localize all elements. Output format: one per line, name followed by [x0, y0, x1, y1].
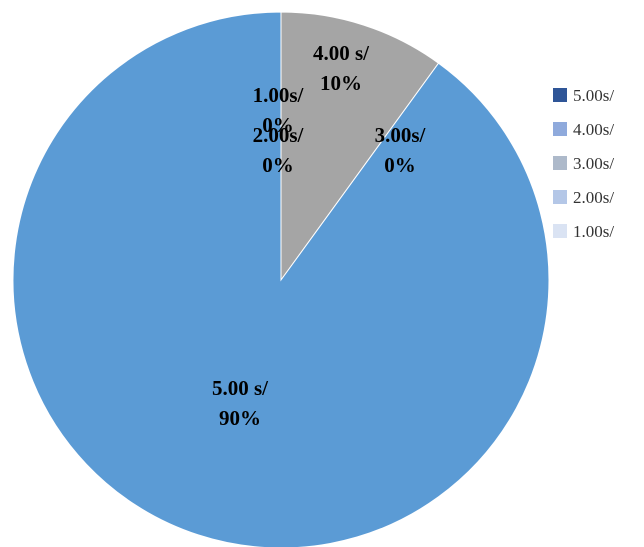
legend-swatch — [553, 224, 567, 238]
legend-label: 2.00s/ — [573, 188, 614, 207]
pie-data-labels: 5.00 s/90%4.00 s/10%3.00s/0%2.00s/0%1.00… — [212, 41, 427, 430]
data-label-name: 2.00s/ — [253, 123, 305, 147]
pie-slice-4-00-s — [280, 11, 440, 282]
data-label-name: 3.00s/ — [375, 123, 427, 147]
data-label-1-00s: 1.00s/0% — [253, 83, 305, 137]
legend-swatch — [553, 190, 567, 204]
data-label-3-00s: 3.00s/0% — [375, 123, 427, 177]
legend-item-1-00s: 1.00s/ — [553, 222, 614, 241]
data-label-percent: 0% — [384, 153, 416, 177]
data-label-name: 1.00s/ — [253, 83, 305, 107]
data-label-percent: 0% — [262, 113, 294, 137]
legend-swatch — [553, 88, 567, 102]
data-label-4-00-s: 4.00 s/10% — [313, 41, 370, 95]
legend-item-2-00s: 2.00s/ — [553, 188, 614, 207]
legend-label: 1.00s/ — [573, 222, 614, 241]
legend-swatch — [553, 156, 567, 170]
data-label-5-00-s: 5.00 s/90% — [212, 376, 269, 430]
data-label-percent: 10% — [320, 71, 362, 95]
legend-item-4-00s: 4.00s/ — [553, 120, 614, 139]
legend-item-5-00s: 5.00s/ — [553, 86, 614, 105]
legend: 5.00s/4.00s/3.00s/2.00s/1.00s/ — [553, 86, 614, 241]
data-label-name: 5.00 s/ — [212, 376, 269, 400]
data-label-name: 4.00 s/ — [313, 41, 370, 65]
legend-swatch — [553, 122, 567, 136]
pie-slice-5-00-s — [12, 11, 550, 547]
data-label-percent: 0% — [262, 153, 294, 177]
legend-label: 4.00s/ — [573, 120, 614, 139]
data-label-percent: 90% — [219, 406, 261, 430]
data-label-2-00s: 2.00s/0% — [253, 123, 305, 177]
legend-item-3-00s: 3.00s/ — [553, 154, 614, 173]
pie-slices — [12, 11, 550, 547]
legend-label: 5.00s/ — [573, 86, 614, 105]
legend-label: 3.00s/ — [573, 154, 614, 173]
